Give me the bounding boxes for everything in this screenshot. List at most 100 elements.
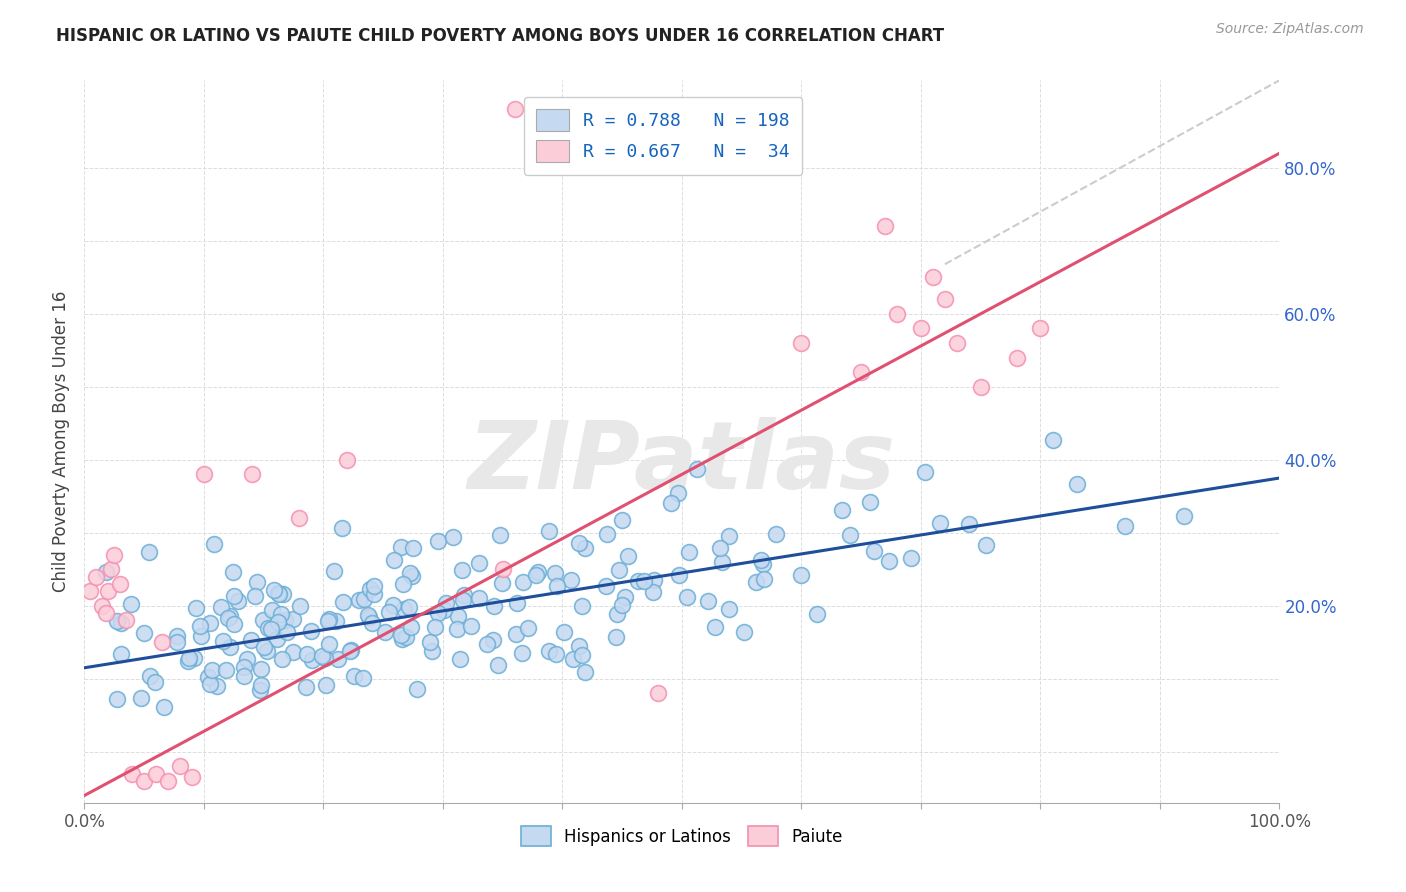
Point [733,624,755,639]
Point [571,599,593,614]
Point [378,605,401,619]
Point [257,621,280,635]
Point [914,465,936,479]
Point [236,652,259,666]
Point [678,545,700,559]
Point [910,321,932,335]
Point [288,511,311,525]
Point [336,452,359,467]
Point [94,606,117,620]
Point [166,634,188,648]
Point [347,593,370,607]
Point [263,582,285,597]
Point [560,573,582,587]
Point [1042,433,1064,447]
Point [574,541,596,555]
Point [339,644,361,658]
Point [224,616,246,631]
Point [201,663,224,677]
Point [482,599,505,613]
Point [831,503,853,517]
Point [295,680,318,694]
Point [260,622,283,636]
Point [86,569,108,583]
Point [138,545,160,559]
Text: ZIPatlas: ZIPatlas [468,417,896,509]
Point [668,567,690,582]
Point [568,536,591,550]
Point [451,563,474,577]
Point [150,635,173,649]
Point [217,610,239,624]
Point [613,590,636,604]
Point [288,599,311,614]
Point [316,614,339,628]
Point [270,607,292,621]
Point [134,625,156,640]
Point [718,602,741,616]
Point [392,577,415,591]
Point [709,541,731,555]
Point [562,651,585,665]
Point [276,624,298,639]
Point [250,678,273,692]
Point [420,644,443,658]
Point [1173,508,1195,523]
Point [851,365,873,379]
Point [1005,351,1028,365]
Point [270,652,292,666]
Point [243,589,266,603]
Point [232,660,254,674]
Point [266,632,288,646]
Point [703,620,725,634]
Point [595,579,617,593]
Point [233,669,256,683]
Point [506,596,529,610]
Point [607,563,630,577]
Point [343,669,366,683]
Point [427,606,450,620]
Point [394,631,416,645]
Point [181,770,204,784]
Point [399,620,422,634]
Point [110,577,132,591]
Point [197,670,219,684]
Point [900,551,922,566]
Point [152,699,174,714]
Point [332,595,354,609]
Point [115,613,138,627]
Point [121,766,143,780]
Point [228,594,250,608]
Point [262,603,284,617]
Point [166,629,188,643]
Point [436,596,458,610]
Point [612,513,634,527]
Point [839,527,862,541]
Point [374,625,396,640]
Point [745,575,768,590]
Point [330,521,353,535]
Point [323,564,346,578]
Point [389,628,412,642]
Point [267,586,290,600]
Point [790,336,813,351]
Point [433,602,456,616]
Point [132,773,156,788]
Point [103,548,125,562]
Point [326,652,349,666]
Point [129,691,152,706]
Point [224,589,246,603]
Point [202,537,225,551]
Point [381,598,404,612]
Point [595,527,617,541]
Point [179,651,201,665]
Point [754,572,776,586]
Point [934,292,956,306]
Point [79,584,101,599]
Point [605,630,627,644]
Point [606,607,628,621]
Point [751,552,773,566]
Point [253,640,276,654]
Point [239,633,262,648]
Point [468,591,491,605]
